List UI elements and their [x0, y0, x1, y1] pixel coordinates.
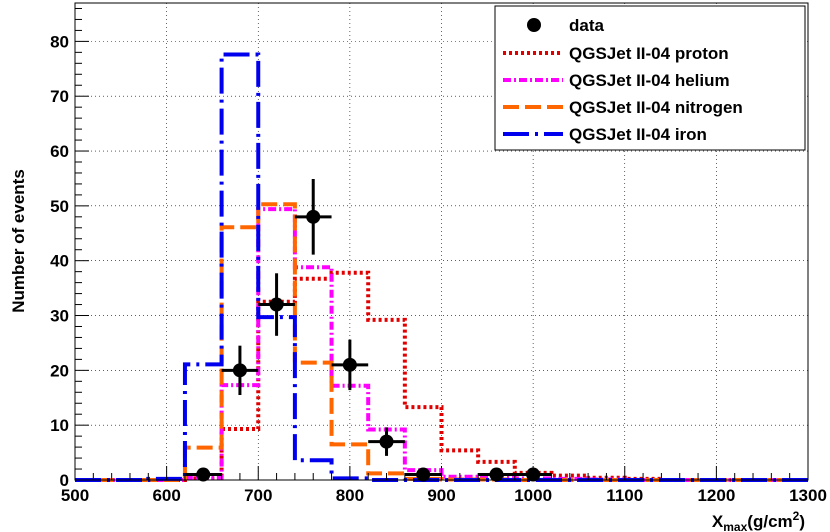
x-tick-label: 1300	[789, 486, 827, 505]
x-tick-label: 1000	[514, 486, 552, 505]
x-tick-label: 800	[336, 486, 364, 505]
x-tick-label: 1200	[697, 486, 735, 505]
legend: data QGSJet II-04 proton QGSJet II-04 heli…	[494, 5, 806, 151]
data-point	[379, 434, 394, 449]
y-tick-label: 20	[50, 361, 69, 380]
data-point	[269, 297, 284, 312]
y-tick-label: 0	[60, 471, 69, 490]
x-tick-label: 1100	[606, 486, 643, 505]
legend-label-qgsjet-ii-04-proton: QGSJet II-04 proton	[569, 44, 729, 63]
y-tick-label: 10	[50, 416, 69, 435]
data-points	[184, 178, 552, 482]
data-point	[342, 357, 357, 372]
x-tick-label: 600	[152, 486, 180, 505]
x-tick-label: 500	[61, 486, 89, 505]
x-tick-label: 700	[244, 486, 272, 505]
y-tick-label: 30	[50, 307, 69, 326]
axes: 500 600 700 800 900 1000 1100 1200 1300 0 10 20 30 40…	[50, 7, 827, 505]
y-axis-label: Number of events	[9, 169, 28, 313]
legend-label-qgsjet-ii-04-helium: QGSJet II-04 helium	[569, 71, 730, 90]
y-tick-label: 50	[50, 197, 69, 216]
x-tick-label: 900	[427, 486, 455, 505]
legend-label-qgsjet-ii-04-nitrogen: QGSJet II-04 nitrogen	[569, 98, 743, 117]
y-tick-label: 80	[50, 32, 69, 51]
legend-label-data: data	[569, 16, 605, 35]
data-point	[306, 209, 321, 224]
data-point	[232, 363, 247, 378]
legend-marker-data	[527, 18, 541, 32]
y-tick-label: 60	[50, 142, 69, 161]
legend-label-qgsjet-ii-04-iron: QGSJet II-04 iron	[569, 125, 707, 144]
y-tick-label: 40	[50, 252, 69, 271]
x-axis-label: Xmax(g/cm2)	[712, 509, 805, 532]
y-tick-label: 70	[50, 87, 69, 106]
